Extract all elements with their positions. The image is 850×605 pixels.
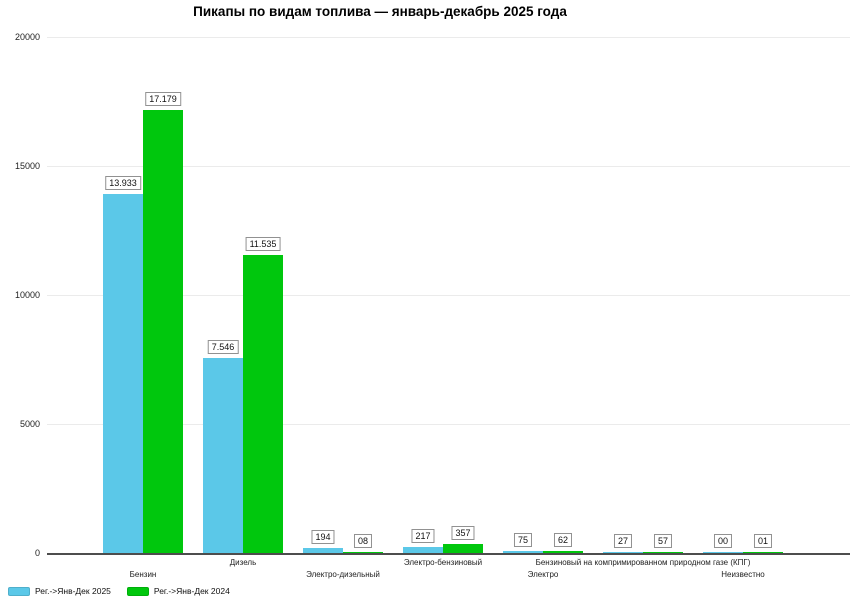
- x-axis-category-label: Неизвестно: [721, 570, 765, 579]
- value-label: 357: [451, 526, 475, 540]
- gridline: [47, 166, 850, 167]
- value-label: 08: [353, 534, 373, 548]
- x-axis-line: [47, 553, 850, 555]
- bar-series-2025[interactable]: [303, 548, 343, 553]
- value-label: 57: [653, 534, 673, 548]
- bar-series-2024[interactable]: [743, 552, 783, 553]
- value-label: 27: [613, 534, 633, 548]
- value-label: 7.546: [207, 340, 239, 354]
- bar-series-2024[interactable]: [243, 255, 283, 553]
- bar-series-2025[interactable]: [603, 552, 643, 553]
- gridline: [47, 295, 850, 296]
- bar-series-2024[interactable]: [343, 552, 383, 553]
- x-axis-category-label: Электро-дизельный: [306, 570, 380, 579]
- legend-label-2024: Рег.->Янв-Дек 2024: [153, 586, 230, 596]
- value-label: 01: [753, 534, 773, 548]
- y-axis-tick-label: 0: [34, 548, 40, 558]
- value-label: 00: [713, 534, 733, 548]
- value-label: 11.535: [245, 237, 281, 251]
- bar-series-2024[interactable]: [543, 551, 583, 553]
- bar-series-2025[interactable]: [103, 194, 143, 553]
- bar-series-2025[interactable]: [503, 551, 543, 553]
- bar-series-2024[interactable]: [643, 552, 683, 553]
- legend-item-2025[interactable]: Рег.->Янв-Дек 2025: [8, 586, 111, 596]
- x-axis-category-label: Бензин: [129, 570, 157, 579]
- bar-series-2025[interactable]: [703, 552, 743, 553]
- value-label: 62: [553, 533, 573, 547]
- value-label: 194: [311, 530, 335, 544]
- legend-swatch-2024-icon: [126, 586, 149, 596]
- legend-label-2025: Рег.->Янв-Дек 2025: [35, 586, 111, 596]
- legend-swatch-2025-icon: [8, 586, 30, 596]
- gridline: [47, 424, 850, 425]
- chart-title: Пикапы по видам топлива — январь-декабрь…: [193, 4, 567, 19]
- plot-area: 13.933 17.179 7.546 11.535 194 08 217 357 75 62 27…: [47, 37, 850, 553]
- value-label: 13.933: [105, 176, 141, 190]
- bar-series-2025[interactable]: [203, 358, 243, 553]
- gridline: [47, 37, 850, 38]
- y-axis-tick-label: 15000: [14, 161, 40, 171]
- value-label: 75: [513, 533, 533, 547]
- value-label: 217: [411, 529, 435, 543]
- bar-series-2024[interactable]: [143, 110, 183, 553]
- y-axis-tick-label: 20000: [14, 32, 40, 42]
- y-axis-tick-label: 10000: [14, 290, 40, 300]
- x-axis-category-label: Бензиновый на компримированном природном…: [535, 558, 751, 567]
- y-axis-tick-label: 5000: [19, 419, 40, 429]
- value-label: 17.179: [145, 92, 181, 106]
- bar-series-2024[interactable]: [443, 544, 483, 553]
- x-axis-category-label: Дизель: [229, 558, 257, 567]
- bar-series-2025[interactable]: [403, 547, 443, 553]
- x-axis-category-label: Электро: [527, 570, 559, 579]
- legend-item-2024[interactable]: Рег.->Янв-Дек 2024: [126, 586, 230, 596]
- legend: Рег.->Янв-Дек 2025 Рег.->Янв-Дек 2024: [8, 586, 230, 596]
- x-axis-category-label: Электро-бензиновый: [403, 558, 483, 567]
